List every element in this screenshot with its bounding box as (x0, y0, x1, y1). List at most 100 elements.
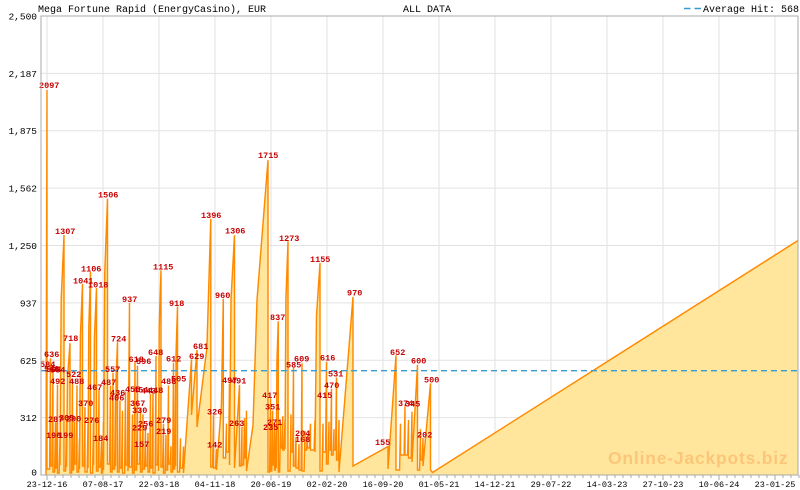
svg-text:23-01-25: 23-01-25 (755, 480, 796, 490)
svg-text:271: 271 (267, 418, 282, 428)
svg-text:168: 168 (295, 435, 310, 445)
svg-text:1306: 1306 (225, 227, 245, 237)
svg-text:367: 367 (130, 399, 145, 409)
svg-text:374: 374 (398, 399, 413, 409)
svg-text:417: 417 (262, 391, 277, 401)
svg-text:596: 596 (136, 357, 151, 367)
svg-text:497: 497 (222, 376, 237, 386)
svg-text:837: 837 (270, 313, 285, 323)
svg-text:ALL DATA: ALL DATA (403, 5, 451, 16)
svg-text:648: 648 (148, 348, 163, 358)
svg-text:467: 467 (87, 383, 102, 393)
svg-text:454: 454 (133, 386, 148, 396)
svg-text:618: 618 (129, 355, 144, 365)
svg-text:345: 345 (405, 400, 420, 410)
svg-text:492: 492 (50, 377, 65, 387)
svg-text:202: 202 (417, 431, 432, 441)
svg-text:20-06-19: 20-06-19 (251, 480, 292, 490)
svg-text:500: 500 (424, 376, 439, 386)
svg-text:1041: 1041 (73, 277, 93, 287)
svg-text:554: 554 (50, 366, 65, 376)
svg-text:1307: 1307 (55, 227, 75, 237)
svg-text:1155: 1155 (310, 255, 330, 265)
svg-text:455: 455 (125, 385, 140, 395)
svg-text:546: 546 (44, 365, 59, 375)
svg-text:436: 436 (110, 389, 125, 399)
svg-text:1,875: 1,875 (8, 126, 37, 137)
svg-text:290: 290 (66, 415, 81, 425)
svg-text:326: 326 (207, 408, 222, 418)
svg-text:448: 448 (148, 386, 163, 396)
svg-text:07-08-17: 07-08-17 (83, 480, 124, 490)
svg-text:29-07-22: 29-07-22 (531, 480, 572, 490)
svg-text:351: 351 (265, 403, 280, 413)
svg-text:Mega Fortune Rapid (EnergyCasi: Mega Fortune Rapid (EnergyCasino), EUR (38, 4, 266, 16)
svg-text:370: 370 (78, 399, 93, 409)
svg-text:585: 585 (286, 361, 301, 371)
svg-text:522: 522 (66, 370, 81, 380)
svg-text:157: 157 (134, 440, 149, 450)
svg-text:1,250: 1,250 (8, 241, 37, 252)
svg-text:276: 276 (84, 416, 99, 426)
svg-text:Online-Jackpots.biz: Online-Jackpots.biz (608, 448, 789, 468)
svg-text:970: 970 (347, 289, 362, 299)
svg-text:22-03-18: 22-03-18 (139, 480, 180, 490)
svg-text:01-05-21: 01-05-21 (419, 480, 460, 490)
svg-text:470: 470 (324, 381, 339, 391)
svg-text:256: 256 (138, 420, 153, 430)
svg-text:287: 287 (48, 415, 63, 425)
svg-text:1715: 1715 (258, 151, 278, 161)
svg-text:155: 155 (375, 438, 390, 448)
svg-text:636: 636 (44, 350, 59, 360)
svg-text:1396: 1396 (201, 211, 221, 221)
svg-text:652: 652 (390, 348, 405, 358)
svg-text:1018: 1018 (88, 281, 108, 291)
svg-text:629: 629 (189, 352, 204, 362)
svg-text:415: 415 (317, 391, 332, 401)
svg-text:10-06-24: 10-06-24 (699, 480, 740, 490)
svg-text:229: 229 (132, 424, 147, 434)
svg-text:487: 487 (101, 378, 116, 388)
svg-text:681: 681 (193, 342, 208, 352)
svg-text:505: 505 (171, 375, 186, 385)
svg-text:235: 235 (263, 423, 278, 433)
svg-text:2097: 2097 (39, 81, 59, 91)
svg-text:918: 918 (169, 299, 184, 309)
svg-text:491: 491 (231, 377, 246, 387)
svg-text:488: 488 (161, 377, 176, 387)
svg-text:937: 937 (20, 298, 37, 309)
svg-text:2,500: 2,500 (8, 12, 37, 23)
svg-text:488: 488 (69, 377, 84, 387)
svg-text:04-11-18: 04-11-18 (195, 480, 236, 490)
svg-text:612: 612 (166, 355, 181, 365)
svg-text:263: 263 (229, 419, 244, 429)
svg-text:23-12-16: 23-12-16 (27, 480, 68, 490)
svg-text:616: 616 (320, 354, 335, 364)
svg-text:184: 184 (93, 434, 108, 444)
svg-text:14-03-23: 14-03-23 (587, 480, 628, 490)
svg-text:1,562: 1,562 (8, 184, 37, 195)
svg-text:204: 204 (295, 429, 310, 439)
svg-text:312: 312 (20, 413, 37, 424)
svg-text:724: 724 (111, 335, 126, 345)
svg-text:142: 142 (207, 441, 222, 451)
svg-text:564: 564 (46, 365, 61, 375)
svg-text:196: 196 (46, 431, 61, 441)
svg-text:330: 330 (132, 406, 147, 416)
svg-text:199: 199 (58, 431, 73, 441)
svg-text:1115: 1115 (153, 263, 173, 273)
svg-text:Average Hit: 568: Average Hit: 568 (703, 4, 799, 16)
svg-text:02-02-20: 02-02-20 (307, 480, 348, 490)
svg-text:406: 406 (109, 394, 124, 404)
svg-text:14-12-21: 14-12-21 (475, 480, 516, 490)
svg-text:279: 279 (156, 416, 171, 426)
svg-text:1506: 1506 (98, 191, 118, 201)
svg-text:557: 557 (105, 365, 120, 375)
svg-text:443: 443 (141, 387, 156, 397)
svg-text:1106: 1106 (81, 265, 101, 275)
svg-text:584: 584 (40, 360, 55, 370)
svg-text:2,187: 2,187 (8, 69, 37, 80)
svg-text:718: 718 (63, 334, 78, 344)
svg-text:609: 609 (294, 355, 309, 365)
svg-text:0: 0 (31, 468, 37, 479)
